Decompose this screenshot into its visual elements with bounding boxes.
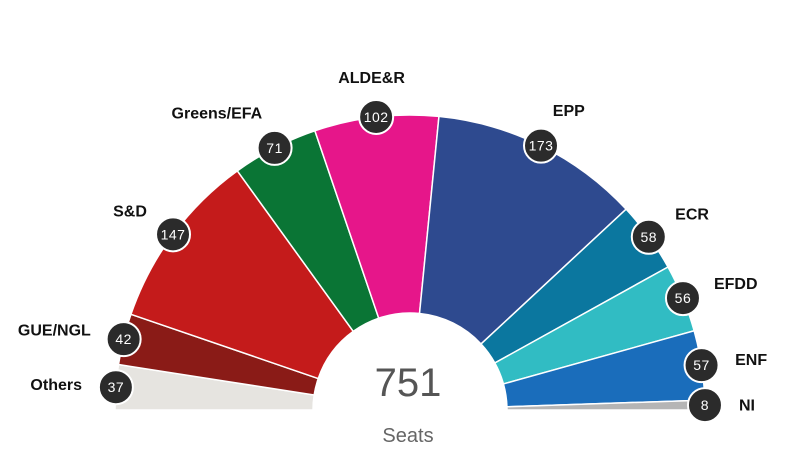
seat-count-label: 56 (675, 290, 692, 306)
seat-count-label: 58 (641, 229, 658, 245)
badge-circle (686, 387, 723, 424)
badge-circle (523, 127, 560, 164)
badge-circle (105, 321, 142, 358)
label-greens-efa: Greens/EFA (172, 105, 263, 122)
badge-s-and-d: 147 (155, 216, 192, 253)
badge-circle (664, 280, 701, 317)
seat-badges: 37 42 147 71 102 173 58 56 57 8 (97, 98, 723, 424)
seat-count-label: 42 (115, 331, 132, 347)
label-enf: ENF (735, 352, 767, 369)
label-epp: EPP (553, 103, 585, 120)
label-ecr: ECR (675, 206, 709, 223)
label-s-and-d: S&D (113, 203, 147, 220)
label-others: Others (30, 377, 82, 394)
total-seats-value: 751 (375, 361, 442, 405)
badge-circle (97, 369, 134, 406)
seat-count-label: 71 (266, 140, 283, 156)
seat-count-label: 102 (364, 109, 389, 125)
badge-others: 37 (97, 369, 134, 406)
label-gue-ngl: GUE/NGL (18, 323, 91, 340)
seat-count-label: 147 (161, 226, 186, 242)
seat-count-label: 8 (701, 397, 709, 413)
badge-gue-ngl: 42 (105, 321, 142, 358)
seat-count-label: 37 (108, 379, 125, 395)
badge-circle (630, 218, 667, 255)
party-labels: Others GUE/NGL S&D Greens/EFA ALDE&R EPP ECR EF… (18, 70, 767, 414)
seat-count-label: 57 (693, 357, 710, 373)
total-seats-label: Seats (382, 425, 433, 447)
badge-epp: 173 (523, 127, 560, 164)
label-efdd: EFDD (714, 276, 758, 293)
badge-circle (155, 216, 192, 253)
badge-ecr: 58 (630, 218, 667, 255)
label-ni: NI (739, 397, 755, 414)
badge-greens-efa: 71 (256, 129, 293, 166)
badge-alde-and-r: 102 (358, 98, 395, 135)
badge-enf: 57 (683, 347, 720, 384)
badge-circle (358, 98, 395, 135)
badge-efdd: 56 (664, 280, 701, 317)
badge-ni: 8 (686, 387, 723, 424)
label-alde-and-r: ALDE&R (338, 70, 405, 87)
segment-epp (418, 115, 628, 346)
badge-circle (256, 129, 293, 166)
seat-segments (114, 114, 706, 411)
seat-count-label: 173 (529, 138, 554, 154)
badge-circle (683, 347, 720, 384)
